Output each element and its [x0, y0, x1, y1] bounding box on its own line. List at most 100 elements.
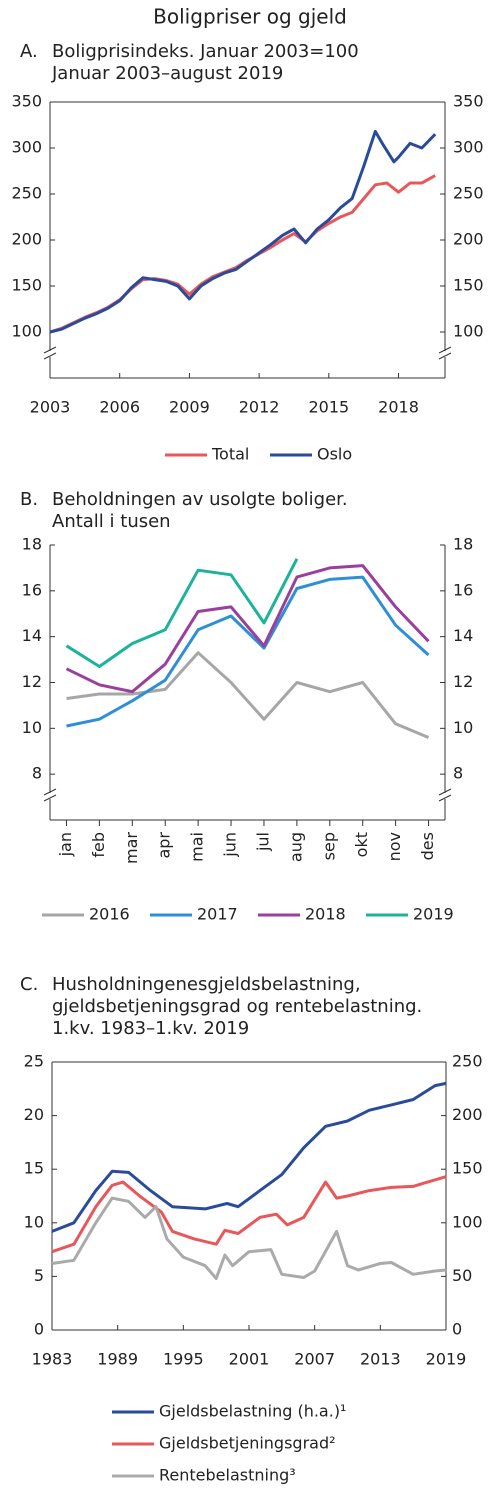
y-tick-label: 10 [24, 1212, 44, 1231]
y-tick-label: 16 [22, 580, 42, 599]
panel-title: Januar 2003–august 2019 [51, 63, 283, 84]
axis-break [438, 352, 452, 360]
series-line [51, 1196, 447, 1280]
series-line [51, 1175, 447, 1254]
x-tick-label: 1989 [97, 1350, 138, 1369]
panel-label: C. [20, 974, 38, 995]
x-tick-label: 1995 [163, 1350, 204, 1369]
x-tick-label: jan [56, 832, 75, 857]
x-tick-label: nov [385, 832, 404, 861]
y-tick-label: 100 [11, 322, 42, 341]
series-line [65, 564, 430, 694]
series-line [49, 129, 437, 334]
y-tick-label: 20 [24, 1105, 44, 1124]
panel-title: gjeldsbetjeningsgrad og rentebelastning. [52, 996, 422, 1017]
x-tick-label: 2009 [169, 398, 210, 417]
y-tick-label: 5 [34, 1266, 44, 1285]
series-line [66, 651, 430, 739]
panel-title: 1.kv. 1983–1.kv. 2019 [52, 1018, 249, 1039]
y-tick-label: 25 [24, 1052, 44, 1071]
y-tick-label-right: 150 [453, 276, 484, 295]
y-tick-label-right: 12 [453, 672, 473, 691]
y2-tick-label: 250 [452, 1052, 483, 1071]
panel-title: Husholdningenesgjeldsbelastning, [52, 974, 361, 995]
x-tick-label: sep [319, 832, 338, 860]
x-tick-label: mar [122, 832, 141, 864]
y-tick-label: 15 [24, 1159, 44, 1178]
axis-break-gap [44, 793, 56, 799]
figure-title: Boligpriser og gjeld [153, 5, 347, 29]
x-tick-label: 2006 [99, 398, 140, 417]
panel-label: B. [20, 489, 38, 510]
x-tick-label: feb [89, 832, 108, 858]
y-tick-label: 0 [34, 1320, 44, 1339]
axis-break [438, 794, 452, 802]
x-tick-label: jul [253, 832, 272, 852]
y-tick-label-right: 300 [453, 138, 484, 157]
x-tick-label: 2018 [378, 398, 419, 417]
y-tick-label: 200 [11, 230, 42, 249]
x-tick-label: jun [221, 832, 240, 858]
x-tick-label: 2019 [426, 1350, 467, 1369]
y2-tick-label: 50 [452, 1266, 472, 1285]
y-tick-label-right: 16 [453, 580, 473, 599]
legend-label: Rentebelastning³ [159, 1466, 296, 1485]
axis-break [438, 788, 452, 796]
y2-tick-label: 150 [452, 1159, 483, 1178]
axis-break [43, 794, 57, 802]
axis-break-gap [439, 351, 451, 357]
y-tick-label: 150 [11, 276, 42, 295]
y-tick-label: 12 [22, 672, 42, 691]
x-tick-label: 2001 [229, 1350, 270, 1369]
axis-break [43, 788, 57, 796]
y-tick-label-right: 8 [453, 764, 463, 783]
x-tick-label: mai [188, 832, 207, 862]
x-tick-label: 1983 [32, 1350, 73, 1369]
legend-label: Gjeldsbetjeningsgrad² [159, 1434, 336, 1453]
y-tick-label: 8 [32, 764, 42, 783]
y-tick-label-right: 200 [453, 230, 484, 249]
axis-break [438, 346, 452, 354]
x-tick-label: 2012 [239, 398, 280, 417]
y-tick-label: 18 [22, 535, 42, 554]
y-tick-label: 300 [11, 138, 42, 157]
series-line [66, 575, 430, 728]
y2-tick-label: 200 [452, 1105, 483, 1124]
axis-break-gap [439, 793, 451, 799]
panel-label: A. [20, 41, 38, 62]
axis-break-gap [44, 351, 56, 357]
y-tick-label: 14 [22, 626, 42, 645]
legend-label: Oslo [317, 445, 352, 464]
y-tick-label-right: 350 [453, 92, 484, 111]
x-tick-label: aug [286, 832, 305, 862]
y-tick-label-right: 100 [453, 322, 484, 341]
y-tick-label-right: 18 [453, 535, 473, 554]
legend-label: 2017 [197, 905, 238, 924]
axis-break [43, 346, 57, 354]
x-tick-label: des [418, 832, 437, 860]
series-line [51, 1081, 447, 1233]
x-tick-label: 2003 [30, 398, 71, 417]
x-tick-label: 2007 [294, 1350, 335, 1369]
legend-label: 2019 [413, 905, 454, 924]
axis-break [43, 352, 57, 360]
x-tick-label: okt [352, 832, 371, 857]
y-tick-label: 350 [11, 92, 42, 111]
x-tick-label: 2015 [308, 398, 349, 417]
legend-label: Gjeldsbelastning (h.a.)¹ [159, 1402, 346, 1421]
legend-label: 2016 [89, 905, 130, 924]
y2-tick-label: 100 [452, 1212, 483, 1231]
panel-title: Boligprisindeks. Januar 2003=100 [52, 41, 359, 62]
x-tick-label: 2013 [360, 1350, 401, 1369]
series-line [65, 558, 299, 668]
y-tick-label: 10 [22, 718, 42, 737]
y2-tick-label: 0 [452, 1320, 462, 1339]
y-tick-label-right: 10 [453, 718, 473, 737]
panel-title: Antall i tusen [52, 511, 171, 532]
y-tick-label-right: 14 [453, 626, 473, 645]
y-tick-label: 250 [11, 184, 42, 203]
panel-title: Beholdningen av usolgte boliger. [52, 489, 348, 510]
x-tick-label: apr [155, 832, 174, 859]
legend-label: 2018 [305, 905, 346, 924]
